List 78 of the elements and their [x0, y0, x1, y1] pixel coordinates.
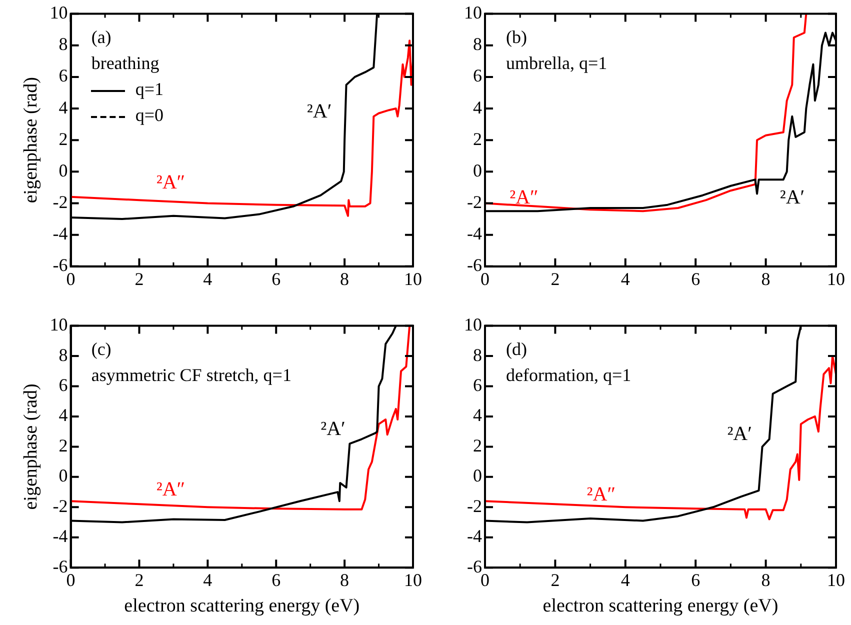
y-tick-label: 0 — [58, 466, 68, 486]
x-axis-title: electron scattering energy (eV) — [542, 596, 778, 617]
series-label: ²A″ — [586, 483, 616, 506]
legend-label: ²A′ — [780, 186, 805, 208]
y-tick-label: -6 — [467, 556, 482, 576]
y-tick-label: -6 — [467, 255, 482, 276]
y-tick-label: 4 — [58, 405, 68, 426]
x-tick-label: 4 — [620, 268, 630, 289]
annotation: (a) — [91, 27, 112, 48]
x-tick-label: 8 — [761, 268, 770, 289]
y-tick-label: 6 — [58, 374, 68, 395]
x-tick-label: 4 — [620, 570, 630, 590]
annotation: deformation, q=1 — [506, 364, 632, 385]
y-tick-label: 2 — [58, 128, 68, 149]
y-tick-label: 8 — [58, 34, 68, 54]
series-label: ²A′ — [727, 422, 752, 445]
annotation: q=0 — [135, 105, 164, 126]
annotation: (b) — [506, 27, 528, 48]
series-label: ²A″ — [156, 171, 186, 194]
y-tick-label: 2 — [473, 128, 482, 149]
x-tick-label: 4 — [203, 570, 212, 590]
y-tick-label: 10 — [50, 314, 68, 335]
x-tick-label: 2 — [134, 268, 144, 289]
x-tick-label: 6 — [691, 570, 700, 590]
x-tick-label: 6 — [691, 268, 700, 289]
y-tick-label: 6 — [58, 66, 68, 86]
annotation: breathing — [91, 53, 160, 74]
y-tick-label: 10 — [464, 314, 482, 335]
series-label: ²A″ — [156, 478, 186, 500]
x-tick-label: 8 — [761, 570, 770, 590]
y-tick-label: 8 — [58, 344, 68, 365]
annotation: q=1 — [135, 79, 164, 100]
y-tick-label: 4 — [58, 97, 68, 118]
y-tick-label: -4 — [467, 526, 482, 546]
series-label: ²A′ — [320, 418, 346, 440]
y-tick-label: 8 — [473, 34, 482, 54]
y-tick-label: 2 — [58, 435, 68, 456]
x-tick-label: 4 — [203, 268, 212, 289]
y-axis-title: eigenphase (rad) — [20, 77, 42, 204]
x-tick-label: 10 — [827, 268, 845, 289]
x-tick-label: 10 — [404, 570, 422, 590]
y-tick-label: 10 — [464, 2, 482, 23]
y-tick-label: -2 — [52, 192, 68, 212]
y-tick-label: -6 — [52, 556, 68, 576]
x-tick-label: 6 — [272, 268, 281, 289]
x-tick-label: 10 — [827, 570, 845, 590]
y-tick-label: -4 — [52, 526, 68, 546]
y-tick-label: 10 — [50, 2, 68, 23]
annotation: (c) — [91, 338, 112, 359]
series-label: ²A′ — [306, 100, 332, 123]
y-tick-label: 0 — [473, 160, 482, 180]
annotation: (d) — [506, 338, 528, 359]
x-tick-label: 2 — [550, 268, 560, 289]
x-tick-label: 10 — [404, 268, 422, 289]
y-tick-label: 6 — [473, 374, 482, 395]
x-axis-title: electron scattering energy (eV) — [124, 596, 360, 617]
annotation: umbrella, q=1 — [506, 53, 608, 74]
y-tick-label: 0 — [473, 466, 482, 486]
annotation: asymmetric CF stretch, q=1 — [91, 364, 292, 385]
y-tick-label: -2 — [467, 496, 482, 516]
y-tick-label: -4 — [52, 224, 68, 244]
y-tick-label: -2 — [467, 192, 482, 212]
x-tick-label: 2 — [134, 570, 144, 590]
y-tick-label: -4 — [467, 224, 482, 244]
y-tick-label: 4 — [473, 405, 482, 426]
x-tick-label: 8 — [340, 570, 350, 590]
x-tick-label: 6 — [272, 570, 281, 590]
y-tick-label: 6 — [473, 66, 482, 86]
y-tick-label: 2 — [473, 435, 482, 456]
y-tick-label: 0 — [58, 160, 68, 180]
y-tick-label: 8 — [473, 344, 482, 365]
y-axis-title: eigenphase (rad) — [20, 384, 42, 510]
series-label: ²A″ — [510, 186, 538, 208]
y-tick-label: 4 — [473, 97, 482, 118]
x-tick-label: 2 — [550, 570, 560, 590]
y-tick-label: -6 — [52, 255, 68, 276]
y-tick-label: -2 — [52, 496, 68, 516]
x-tick-label: 8 — [340, 268, 350, 289]
